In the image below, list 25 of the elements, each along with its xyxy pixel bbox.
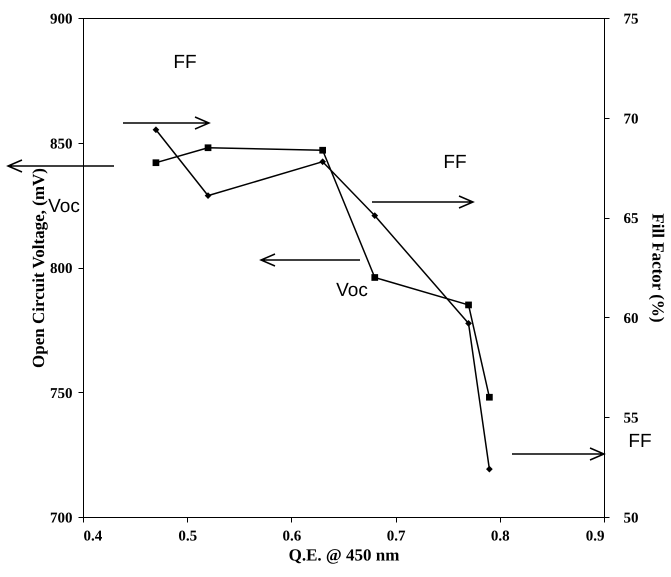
y2-tick-label: 50 xyxy=(624,510,638,526)
x-tick-label: 0.9 xyxy=(586,528,604,544)
y-tick-label: 850 xyxy=(50,136,72,152)
x-tick-label: 0.8 xyxy=(490,528,510,544)
y2-tick-label: 55 xyxy=(624,410,638,427)
x-tick-label: 0.4 xyxy=(84,528,103,544)
y2-tick-label: 70 xyxy=(624,111,638,128)
x-axis-title: Q.E. @ 450 nm xyxy=(288,546,400,564)
y-tick-label: 800 xyxy=(50,261,72,277)
y2-tick-label: 60 xyxy=(624,310,638,327)
y2-tick-label: 65 xyxy=(624,211,638,228)
y2-axis-title: Fill Factor (%) xyxy=(648,213,668,323)
y-tick-label: 900 xyxy=(50,12,72,28)
annotation: FF xyxy=(173,52,197,73)
annotation: FF xyxy=(443,152,467,173)
annotation: Voc xyxy=(336,280,368,301)
text: Voc xyxy=(48,196,80,217)
x-tick-label: 0.6 xyxy=(282,528,302,544)
y-tick-label: 750 xyxy=(50,386,72,402)
x-tick-label: 0.5 xyxy=(178,528,198,544)
y2-tick-label: 75 xyxy=(624,12,638,28)
x-tick-label: 0.7 xyxy=(386,528,406,544)
y-tick-label: 700 xyxy=(50,510,72,526)
y-axis-title: Open Circuit Voltage, (mV) xyxy=(29,168,48,368)
text: FF xyxy=(628,431,652,452)
